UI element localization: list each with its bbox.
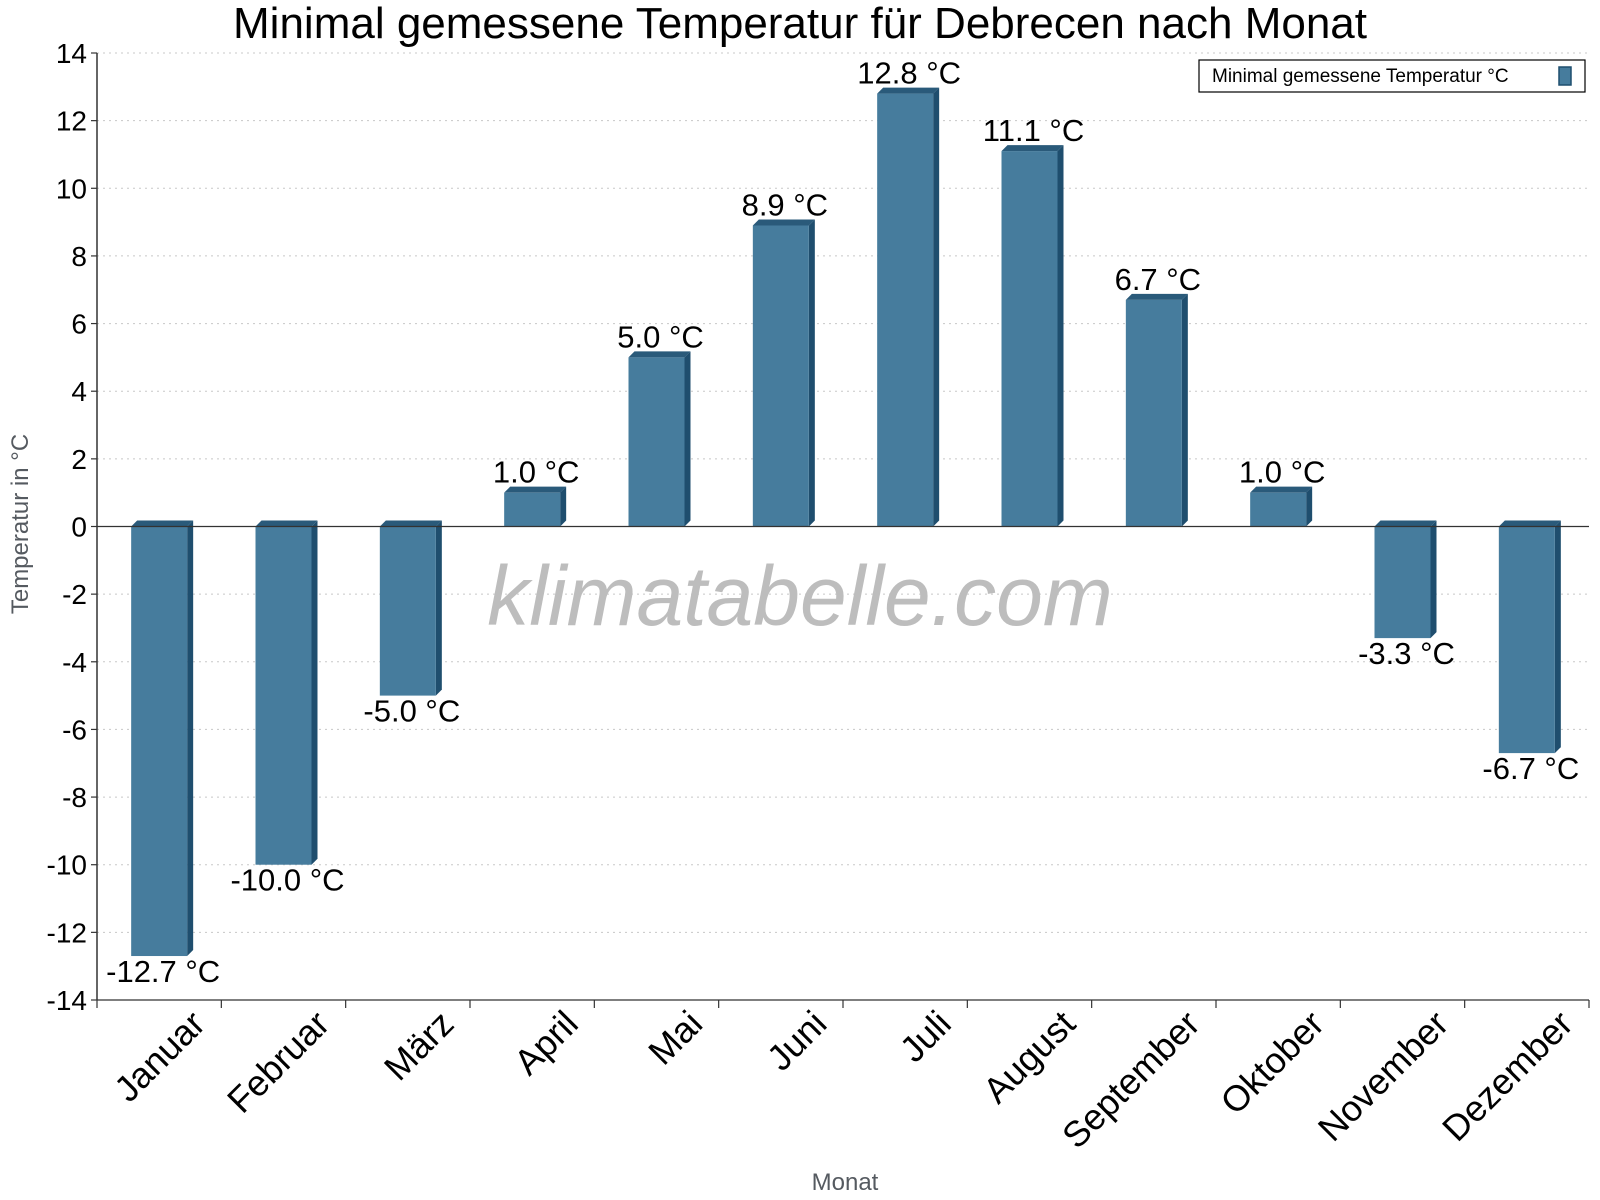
y-axis-ticks: 14 12 10 8 6 4 2 0 -2 -4 -6 -8 -10 -12 -14 <box>47 38 97 1016</box>
bar-side <box>684 351 691 527</box>
data-label: 12.8 °C <box>857 56 961 91</box>
bar-top <box>504 486 567 493</box>
data-label: -12.7 °C <box>106 954 220 989</box>
bar-top <box>1250 486 1313 493</box>
x-tick-label: Juni <box>759 1003 835 1079</box>
bar <box>1250 492 1307 527</box>
bar <box>1125 299 1182 527</box>
y-axis-label: Temperatur in °C <box>7 434 34 614</box>
gridlines <box>97 52 1589 1001</box>
bar-side <box>1554 520 1561 754</box>
legend-box <box>1198 59 1586 93</box>
y-tick-label: 8 <box>71 241 87 272</box>
watermark: klimatabelle.com <box>487 549 1113 643</box>
x-tick-label: Februar <box>219 1003 337 1121</box>
y-tick-label: -2 <box>62 579 87 610</box>
x-tick-label: Juli <box>892 1003 959 1070</box>
bar-top <box>255 520 318 527</box>
y-tick-label: 10 <box>56 173 87 204</box>
data-label: 1.0 °C <box>493 455 580 490</box>
bar-group: -6.7 °C <box>1482 520 1579 786</box>
bar-top <box>1125 293 1188 300</box>
bar-top <box>877 87 940 94</box>
x-tick-label: Dezember <box>1434 1003 1580 1149</box>
bar-group: 6.7 °C <box>1115 262 1202 527</box>
x-tick-label: Januar <box>106 1003 213 1110</box>
data-label: -3.3 °C <box>1358 636 1455 671</box>
bar <box>1001 151 1058 527</box>
bar-group: 1.0 °C <box>1239 455 1326 527</box>
data-label: 5.0 °C <box>617 319 704 354</box>
data-label: 8.9 °C <box>742 187 829 222</box>
bar-top <box>131 520 194 527</box>
bar <box>1498 526 1555 754</box>
y-tick-label: 14 <box>56 38 87 69</box>
bar-group: -3.3 °C <box>1358 520 1455 671</box>
data-label: 6.7 °C <box>1115 262 1202 297</box>
bar-top <box>1374 520 1437 527</box>
bar-side <box>1181 293 1188 527</box>
bar-top <box>1498 520 1561 527</box>
bar-group: 11.1 °C <box>983 113 1084 527</box>
bar-group: 1.0 °C <box>493 455 580 527</box>
y-tick-label: 6 <box>71 309 87 340</box>
bars: -12.7 °C -10.0 °C -5.0 °C 1.0 °C 5.0 °C 8.9 °… <box>106 56 1579 989</box>
x-axis-label: Monat <box>812 1169 879 1196</box>
bar <box>1374 526 1431 639</box>
data-label: -6.7 °C <box>1482 751 1579 786</box>
bar-side <box>187 520 194 957</box>
bar-side <box>560 486 567 527</box>
bar-group: -5.0 °C <box>363 520 460 729</box>
bar-top <box>1001 145 1064 152</box>
y-tick-label: -6 <box>62 714 87 745</box>
bar <box>877 93 934 527</box>
bar-group: 12.8 °C <box>857 56 961 527</box>
bar-group: -10.0 °C <box>230 520 345 898</box>
bar <box>255 526 312 865</box>
y-tick-label: -14 <box>47 985 87 1016</box>
bar-top <box>379 520 442 527</box>
bar-group: 5.0 °C <box>617 319 704 527</box>
x-tick-label: August <box>975 1003 1083 1111</box>
legend-swatch <box>1558 66 1572 86</box>
data-label: 11.1 °C <box>983 113 1084 148</box>
bar-side <box>311 520 318 865</box>
y-tick-label: -12 <box>47 917 87 948</box>
bar-side <box>933 87 940 527</box>
legend-label: Minimal gemessene Temperatur °C <box>1212 66 1509 87</box>
data-label: -5.0 °C <box>363 694 460 729</box>
y-tick-label: 4 <box>71 376 87 407</box>
data-label: -10.0 °C <box>230 863 344 898</box>
x-tick-label: März <box>376 1003 462 1089</box>
bar <box>504 492 561 527</box>
x-tick-label: Mai <box>640 1003 710 1073</box>
x-tick-label: April <box>506 1003 586 1083</box>
bar-side <box>1306 486 1313 527</box>
y-tick-label: 0 <box>71 512 87 543</box>
bar-side <box>808 219 815 527</box>
bar-top <box>752 219 815 226</box>
y-tick-label: 12 <box>56 106 87 137</box>
y-tick-label: -10 <box>47 850 87 881</box>
y-tick-label: -4 <box>62 647 87 678</box>
x-tick-label: November <box>1310 1003 1456 1149</box>
y-tick-label: -8 <box>62 782 87 813</box>
bar-group: 8.9 °C <box>742 187 829 527</box>
bar-group: -12.7 °C <box>106 520 220 989</box>
data-label: 1.0 °C <box>1239 455 1326 490</box>
y-tick-label: 2 <box>71 444 87 475</box>
bar <box>131 526 188 957</box>
bar <box>379 526 436 696</box>
bar-side <box>1430 520 1437 639</box>
bar-side <box>1057 145 1064 527</box>
bar <box>752 225 809 527</box>
bar <box>628 357 685 527</box>
chart-title: Minimal gemessene Temperatur für Debrece… <box>233 0 1367 48</box>
bar-top <box>628 351 691 358</box>
x-axis-ticks: Januar Februar März April Mai Juni Juli AugustS… <box>96 1000 1590 1156</box>
bar-side <box>435 520 442 696</box>
legend: Minimal gemessene Temperatur °C <box>1198 59 1586 93</box>
x-tick-label: Oktober <box>1212 1003 1332 1123</box>
